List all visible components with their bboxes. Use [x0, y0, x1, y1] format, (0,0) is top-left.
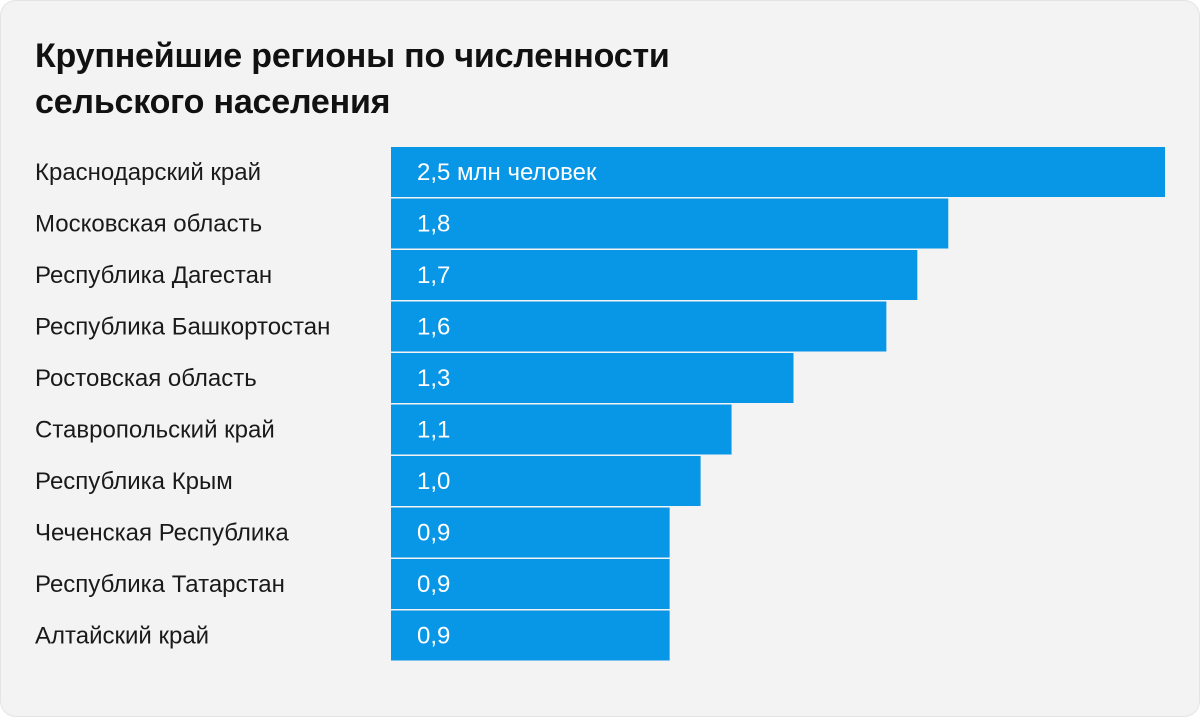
category-label: Московская область: [35, 211, 262, 238]
bar: [391, 250, 918, 300]
value-label: 1,1: [417, 417, 450, 444]
bar: [391, 198, 949, 249]
value-label: 1,3: [417, 365, 450, 392]
value-label: 2,5 млн человек: [417, 159, 597, 186]
bar: [391, 147, 1165, 197]
value-label: 1,6: [417, 314, 450, 341]
value-label: 1,8: [417, 211, 450, 238]
category-label: Республика Башкортостан: [35, 314, 330, 341]
bar: [391, 559, 670, 609]
value-label: 0,9: [417, 571, 450, 598]
category-label: Республика Татарстан: [35, 571, 285, 598]
bar: [391, 507, 670, 558]
bar: [391, 301, 887, 352]
category-label: Чеченская Республика: [35, 520, 289, 547]
bar: [391, 404, 732, 455]
value-label: 0,9: [417, 520, 450, 547]
value-label: 1,0: [417, 468, 450, 495]
bar: [391, 353, 794, 403]
value-label: 0,9: [417, 623, 450, 650]
bar: [391, 610, 670, 661]
bar: [391, 456, 701, 506]
value-label: 1,7: [417, 262, 450, 289]
category-label: Краснодарский край: [35, 159, 261, 186]
category-label: Ставропольский край: [35, 417, 275, 444]
category-label: Республика Дагестан: [35, 262, 272, 289]
category-label: Ростовская область: [35, 365, 257, 392]
category-label: Алтайский край: [35, 623, 209, 650]
category-label: Республика Крым: [35, 468, 233, 495]
chart-title: Крупнейшие регионы по численности сельск…: [35, 37, 670, 121]
